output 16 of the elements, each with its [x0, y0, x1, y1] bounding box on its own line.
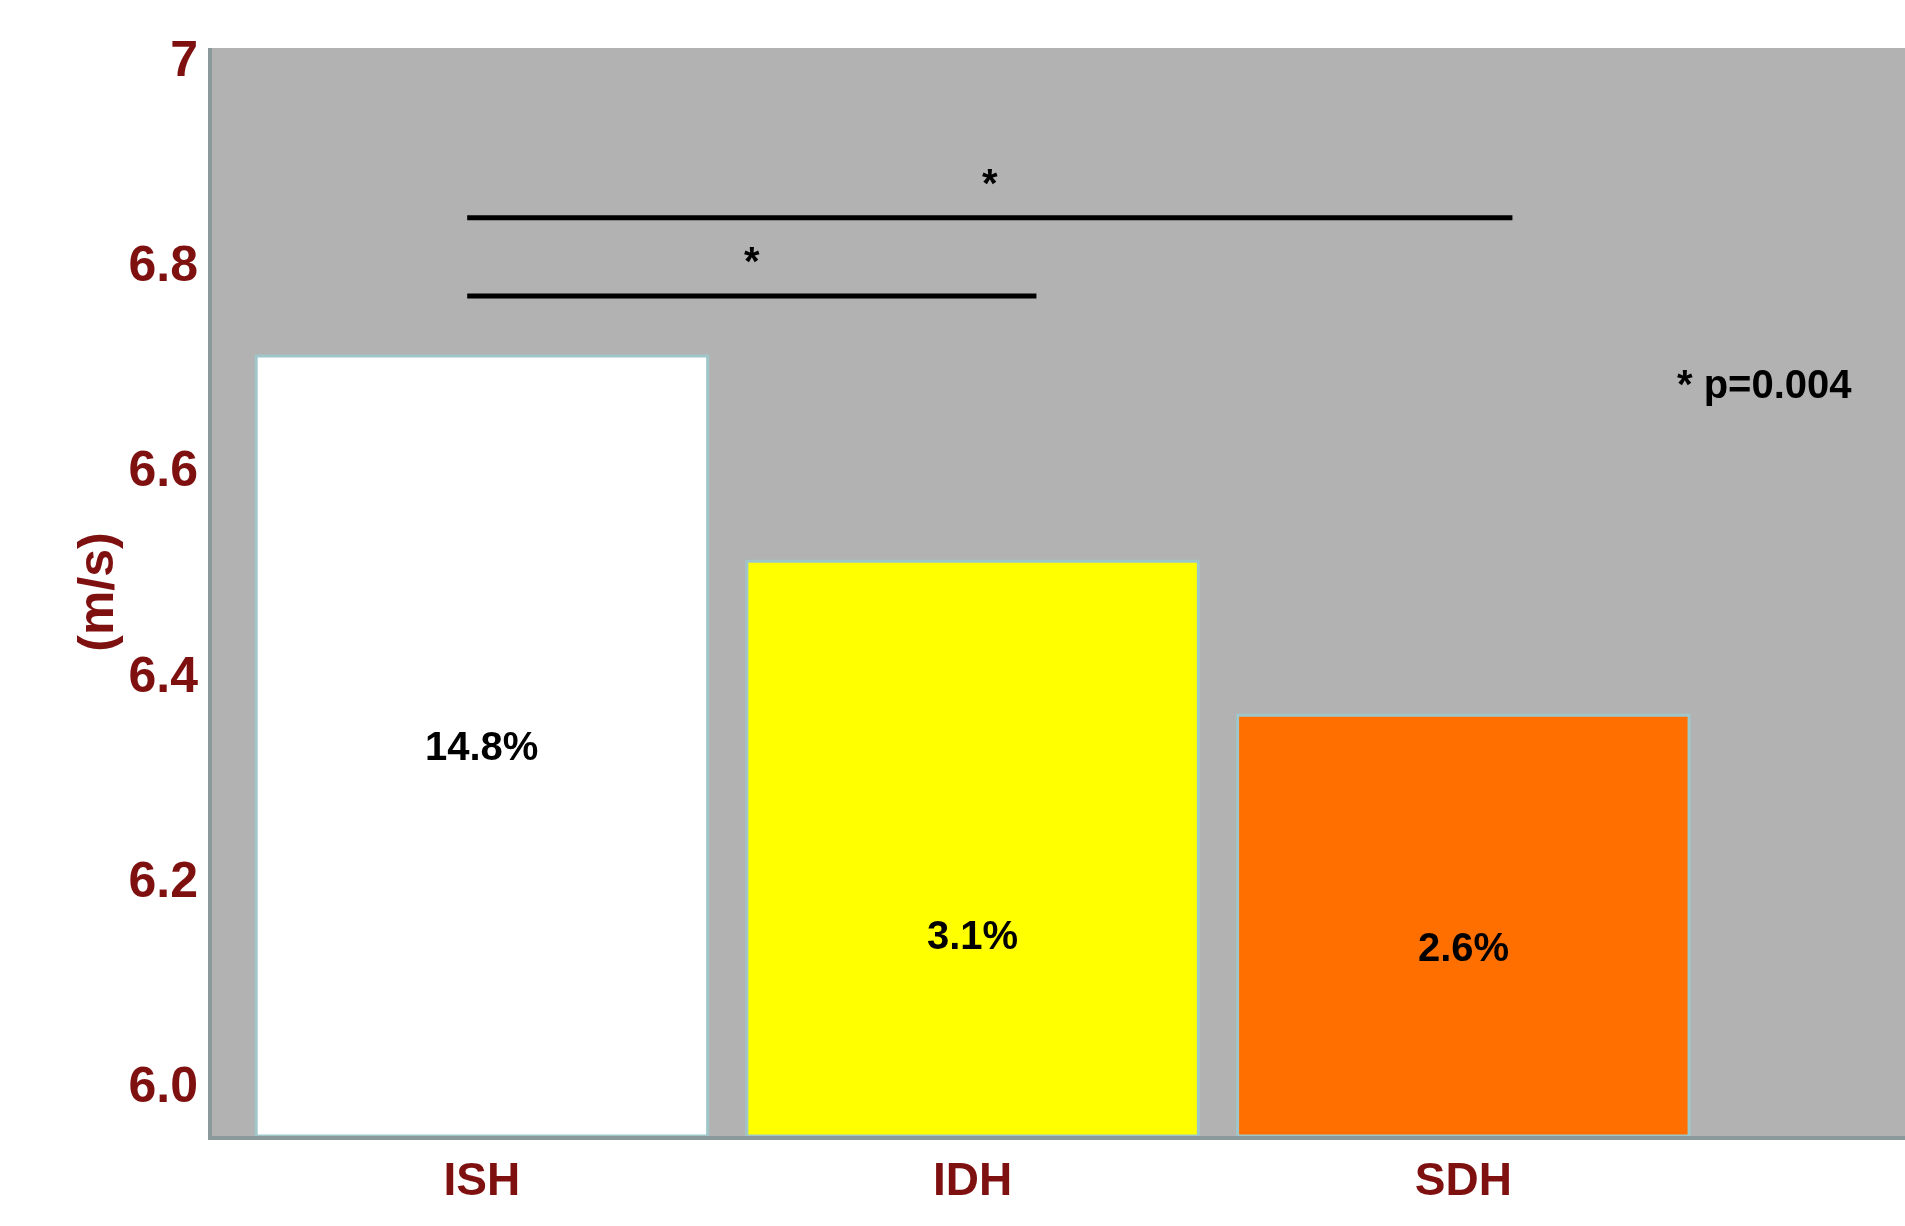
- annotation: *: [744, 239, 760, 283]
- y-tick-label: 6.2: [128, 851, 198, 908]
- x-tick-label: IDH: [933, 1153, 1013, 1206]
- annotation: 14.8%: [425, 724, 539, 768]
- x-tick-label: ISH: [443, 1153, 521, 1206]
- y-tick-label: 6.8: [128, 236, 198, 293]
- y-tick-label: 6.0: [128, 1057, 198, 1114]
- annotation: * p=0.004: [1677, 362, 1853, 406]
- annotation: *: [982, 161, 998, 205]
- annotation: 3.1%: [927, 913, 1019, 957]
- annotation: 2.6%: [1418, 925, 1510, 969]
- y-tick-label: 6.6: [128, 441, 198, 498]
- y-tick-label: 6.4: [128, 646, 199, 703]
- y-tick-label: 7: [170, 30, 198, 87]
- y-axis-title: (m/s): [67, 532, 124, 652]
- x-tick-label: SDH: [1414, 1153, 1512, 1206]
